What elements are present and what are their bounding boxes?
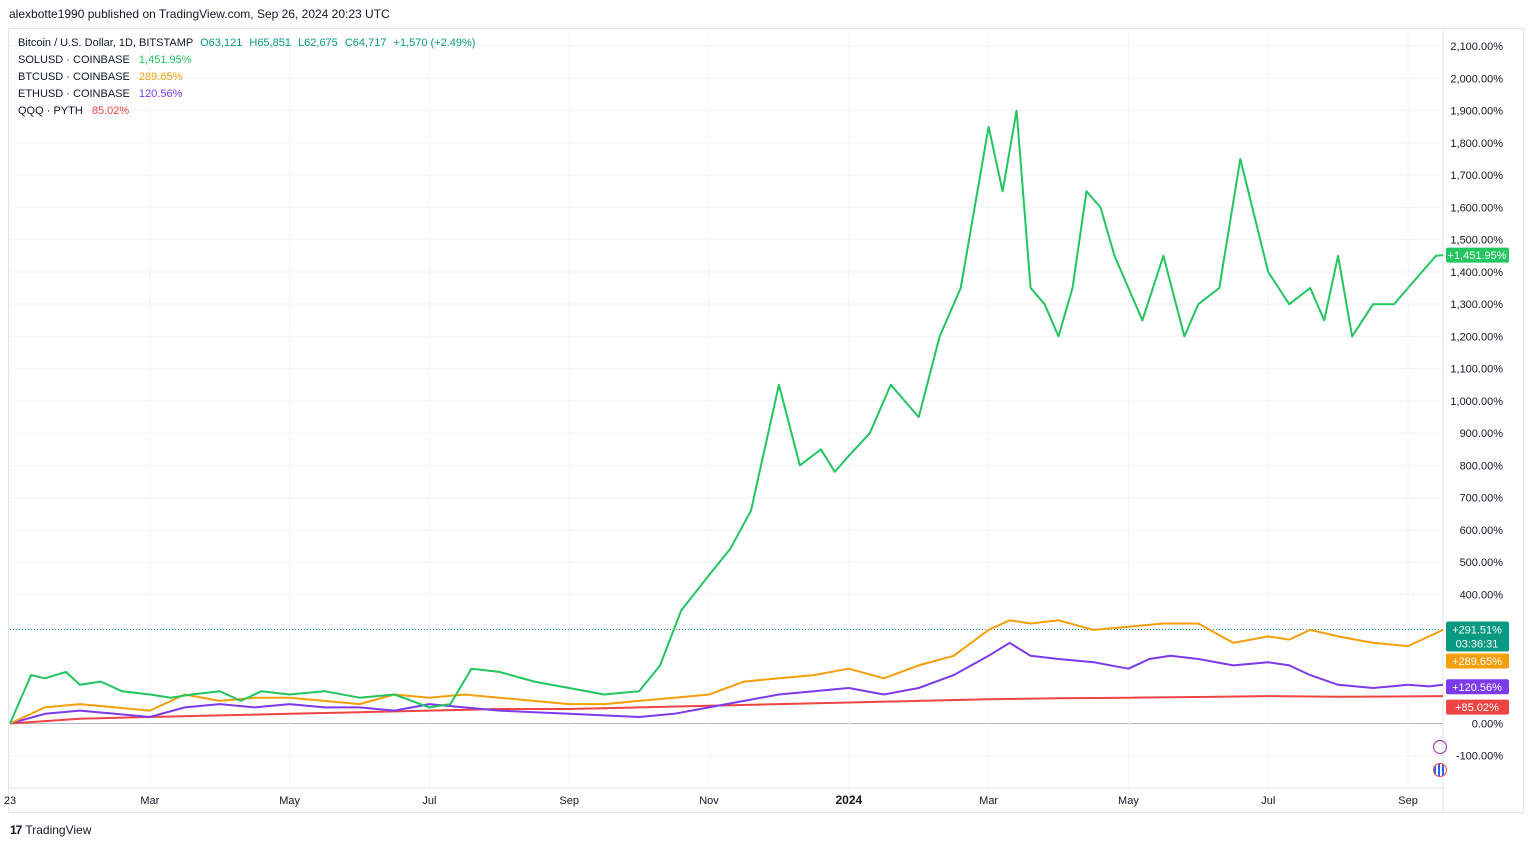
y-tick-label: 1,900.00% — [1450, 106, 1503, 118]
chart-legend: Bitcoin / U.S. Dollar, 1D, BITSTAMP O63,… — [18, 35, 475, 120]
publish-header: alexbotte1990 published on TradingView.c… — [9, 7, 390, 21]
y-tick-label: 1,000.00% — [1450, 396, 1503, 408]
y-tick-label: 1,400.00% — [1450, 267, 1503, 279]
y-tick-label: 1,700.00% — [1450, 170, 1503, 182]
end-label-eth: +120.56% — [1446, 679, 1509, 695]
y-tick-label: 2,000.00% — [1450, 73, 1503, 85]
lightning-icon[interactable] — [1433, 740, 1447, 754]
y-tick-label: 1,200.00% — [1450, 331, 1503, 343]
svg-text:+120.56%: +120.56% — [1452, 682, 1502, 694]
x-tick-label: May — [1118, 795, 1139, 807]
y-tick-label: 400.00% — [1460, 589, 1504, 601]
tradingview-logo-icon: 17 — [10, 823, 22, 837]
end-label-qqq: +85.02% — [1446, 699, 1509, 715]
globe-icon[interactable] — [1433, 763, 1447, 777]
x-tick-label: Jul — [422, 795, 436, 807]
grid-lines — [9, 30, 1443, 788]
legend-item-value: 120.56% — [138, 88, 183, 100]
y-tick-label: 1,800.00% — [1450, 138, 1503, 150]
x-tick-label: May — [279, 795, 300, 807]
x-axis: 23 Mar May Jul Sep Nov 2024 Mar May Jul Sep — [4, 30, 1444, 813]
legend-close: C64,717 — [344, 37, 387, 49]
x-tick-label: Mar — [140, 795, 159, 807]
legend-item-value: 1,451.95% — [138, 54, 192, 66]
x-tick-label: Sep — [1398, 795, 1418, 807]
y-tick-label: 1,500.00% — [1450, 235, 1503, 247]
svg-text:+85.02%: +85.02% — [1455, 702, 1499, 714]
series-line — [9, 695, 1444, 725]
y-tick-label: 0.00% — [1472, 718, 1503, 730]
series-lines — [9, 109, 1444, 725]
y-tick-label: 800.00% — [1460, 460, 1504, 472]
y-tick-label: -100.00% — [1456, 751, 1503, 763]
legend-open: O63,121 — [200, 37, 243, 49]
y-tick-label: 1,600.00% — [1450, 202, 1503, 214]
legend-item-qqq: QQQ · PYTH 85.02% — [18, 103, 475, 120]
legend-item-name[interactable]: QQQ · PYTH — [18, 105, 83, 117]
legend-item-btc: BTCUSD · COINBASE 289.65% — [18, 69, 475, 86]
series-line — [9, 619, 1444, 725]
x-tick-label: Mar — [979, 795, 998, 807]
y-tick-label: 2,100.00% — [1450, 41, 1503, 53]
legend-item-name[interactable]: SOLUSD · COINBASE — [18, 54, 130, 66]
legend-item-sol: SOLUSD · COINBASE 1,451.95% — [18, 52, 475, 69]
legend-item-name[interactable]: BTCUSD · COINBASE — [18, 71, 130, 83]
end-label-btc: +289.65% — [1446, 653, 1509, 669]
price-line-label: +291.51% 03:36:31 — [1446, 621, 1509, 652]
legend-item-eth: ETHUSD · COINBASE 120.56% — [18, 86, 475, 103]
x-tick-label: Nov — [699, 795, 719, 807]
x-tick-label: Sep — [559, 795, 579, 807]
y-tick-label: 900.00% — [1460, 428, 1504, 440]
legend-high: H65,851 — [249, 37, 291, 49]
legend-low: L62,675 — [298, 37, 338, 49]
legend-main-symbol[interactable]: Bitcoin / U.S. Dollar, 1D, BITSTAMP — [18, 37, 194, 49]
y-tick-label: 500.00% — [1460, 557, 1504, 569]
legend-main-row: Bitcoin / U.S. Dollar, 1D, BITSTAMP O63,… — [18, 35, 475, 52]
y-tick-label: 600.00% — [1460, 525, 1504, 537]
y-tick-label: 1,300.00% — [1450, 299, 1503, 311]
footer-brand[interactable]: 17 TradingView — [10, 823, 91, 837]
end-label-sol: +1,451.95% — [1446, 247, 1509, 263]
y-axis: 2,100.00% 2,000.00% 1,900.00% 1,800.00% 1,70… — [1450, 41, 1503, 763]
x-tick-label: 2024 — [835, 793, 862, 807]
chart-frame — [8, 28, 1524, 813]
x-tick-label: Jul — [1261, 795, 1275, 807]
y-tick-label: 700.00% — [1460, 493, 1504, 505]
svg-text:+291.51%: +291.51% — [1452, 624, 1502, 636]
legend-change: +1,570 (+2.49%) — [393, 37, 476, 49]
y-tick-label: 1,100.00% — [1450, 364, 1503, 376]
end-labels: +1,451.95% +291.51% 03:36:31 +289.65% +120.5… — [1446, 247, 1509, 715]
svg-text:03:36:31: 03:36:31 — [1456, 638, 1499, 650]
svg-text:+1,451.95%: +1,451.95% — [1447, 250, 1506, 262]
series-line — [9, 109, 1444, 724]
brand-name: TradingView — [25, 823, 92, 837]
series-line — [9, 641, 1444, 725]
x-tick-label: 23 — [4, 795, 16, 807]
legend-item-name[interactable]: ETHUSD · COINBASE — [18, 88, 130, 100]
legend-item-value: 289.65% — [138, 71, 183, 83]
legend-item-value: 85.02% — [91, 105, 130, 117]
svg-text:+289.65%: +289.65% — [1452, 656, 1502, 668]
